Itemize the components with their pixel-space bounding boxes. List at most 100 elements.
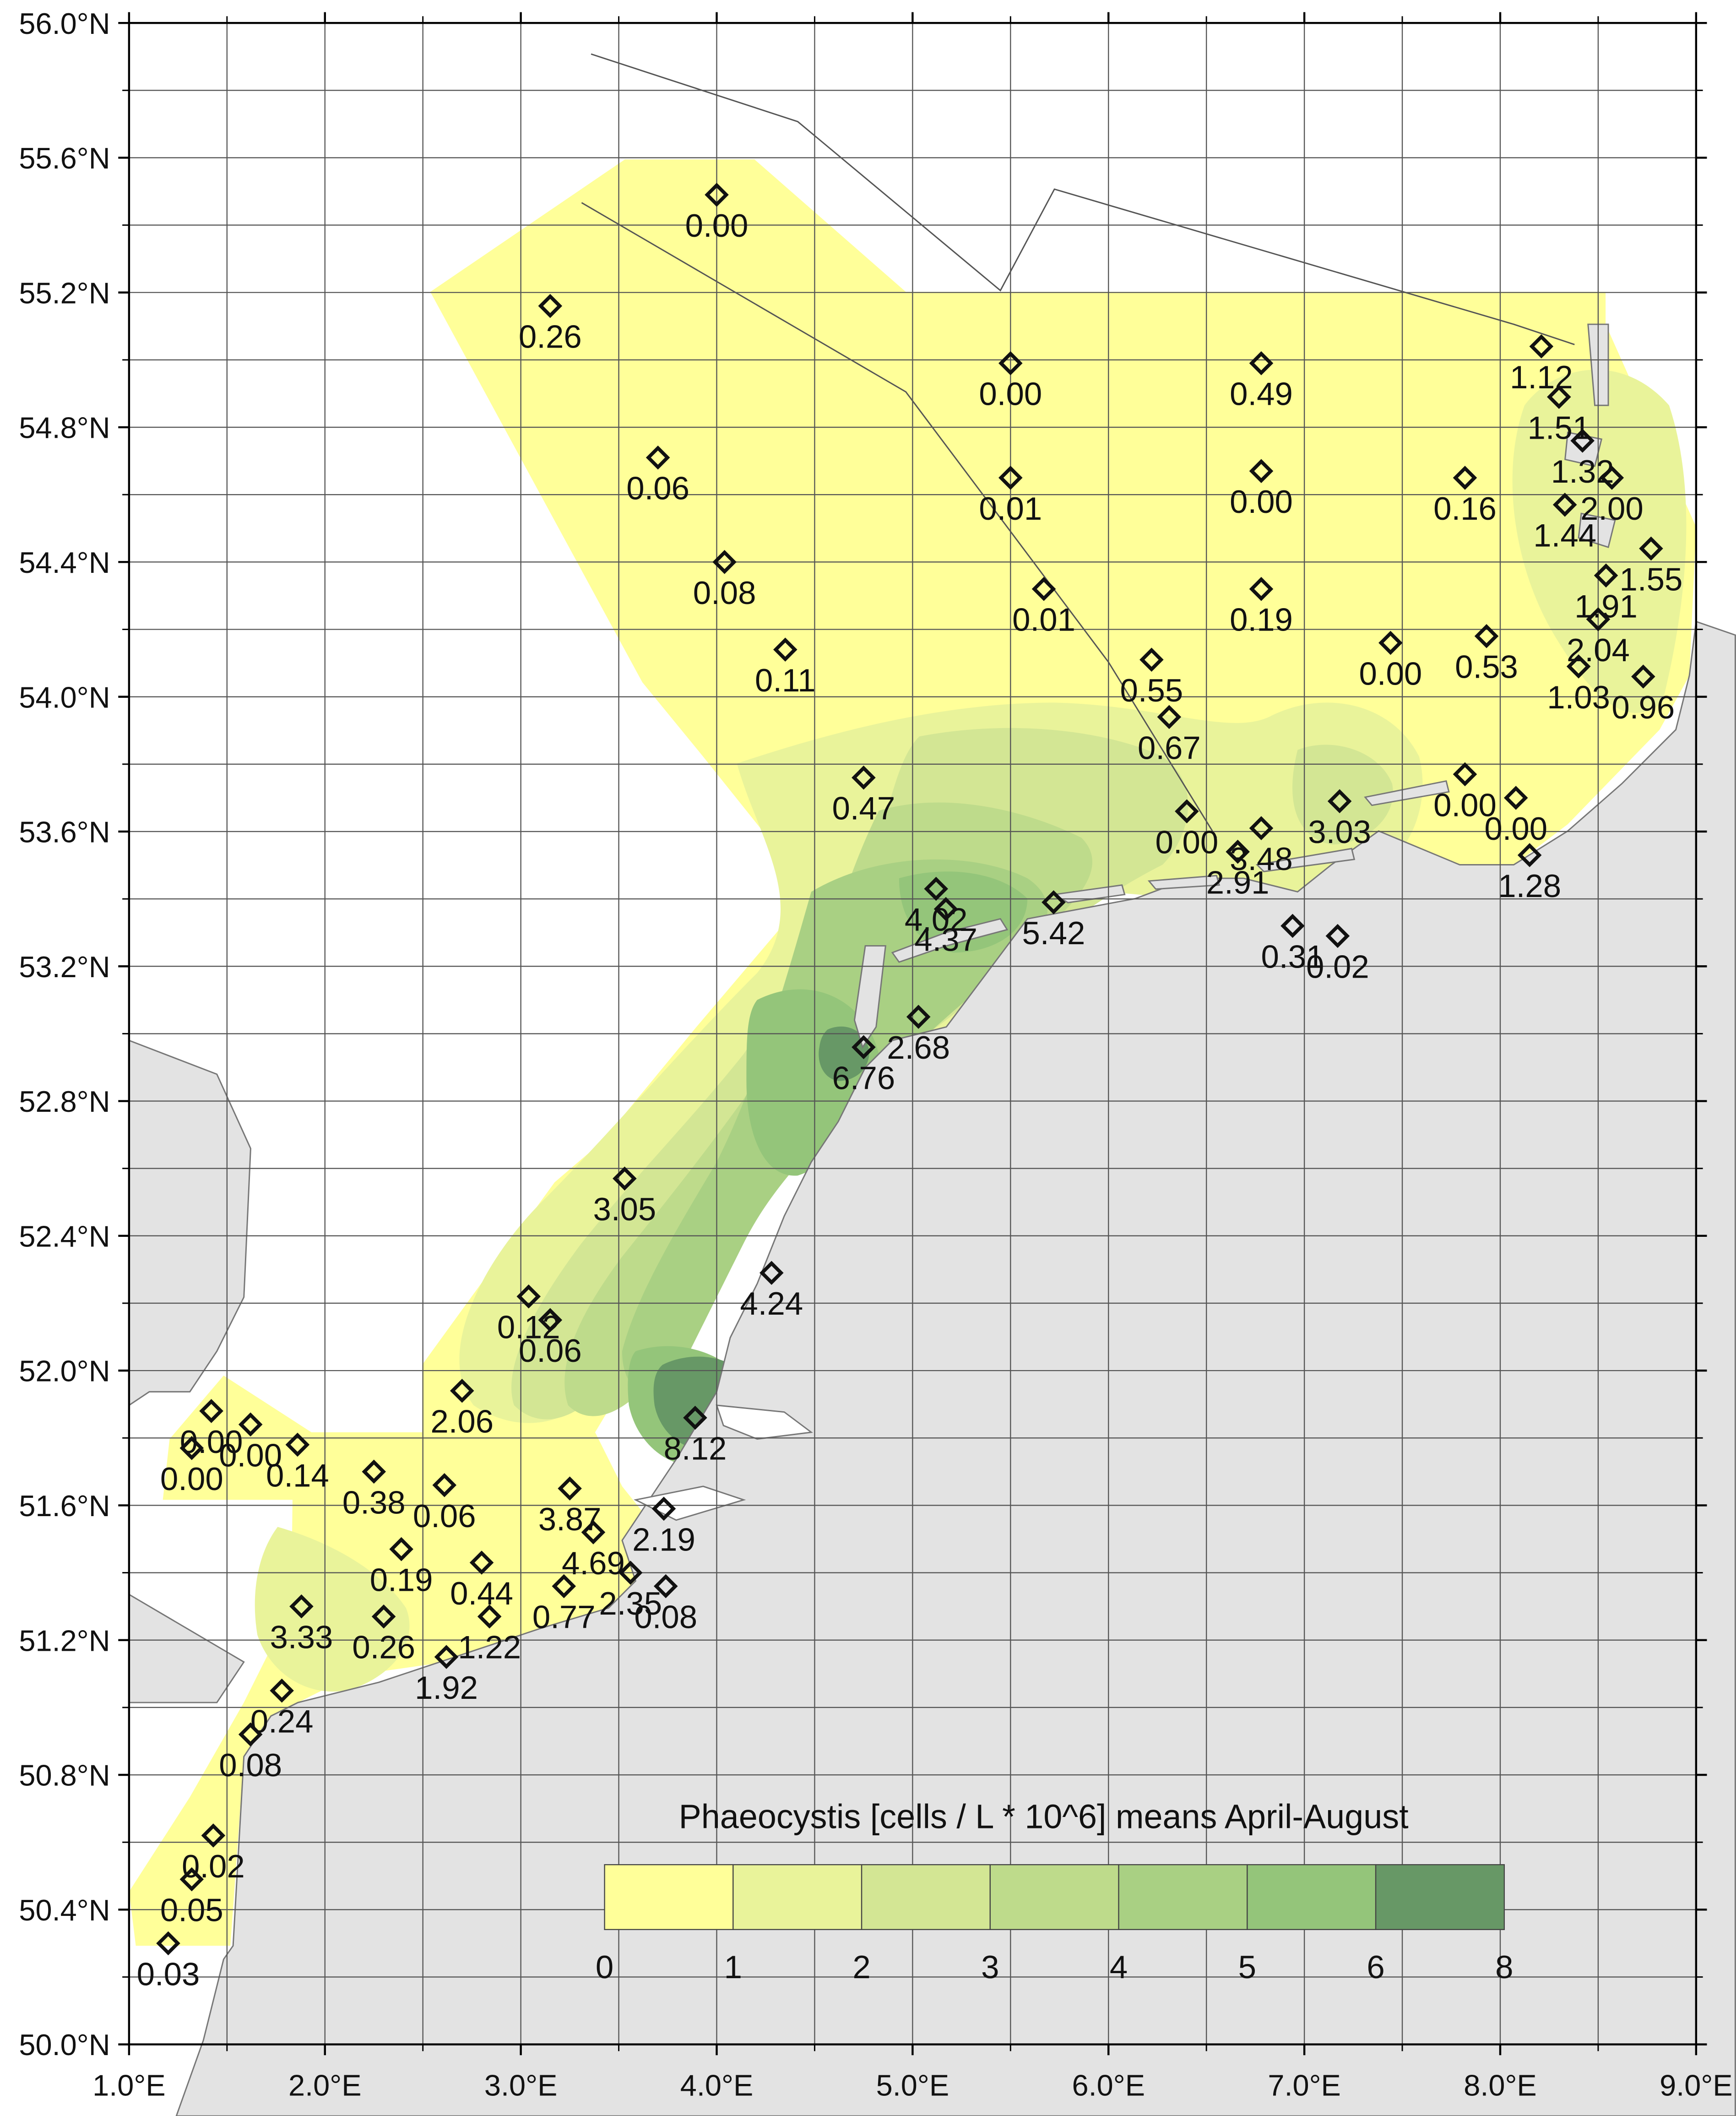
station-marker-icon bbox=[1157, 705, 1182, 729]
station: 0.05 bbox=[160, 1867, 223, 1929]
station: 0.06 bbox=[413, 1473, 476, 1534]
station: 0.00 bbox=[685, 183, 749, 244]
station-marker-icon bbox=[1600, 466, 1624, 490]
station-value: 0.03 bbox=[137, 1956, 200, 1992]
station-marker-icon bbox=[1453, 466, 1477, 490]
legend-tick-label: 6 bbox=[1367, 1949, 1384, 1985]
station-value: 0.08 bbox=[693, 575, 756, 611]
station-value: 0.00 bbox=[685, 208, 749, 244]
station-marker-icon bbox=[1474, 624, 1499, 648]
contour-band-4 bbox=[622, 859, 1047, 1393]
station-value: 3.03 bbox=[1308, 814, 1371, 850]
legend-swatch bbox=[1118, 1864, 1248, 1930]
station-marker-icon bbox=[998, 466, 1023, 490]
lat-label: 53.2°N bbox=[19, 950, 110, 984]
lon-label: 9.0°E bbox=[1660, 2069, 1732, 2102]
station-value: 1.03 bbox=[1547, 680, 1610, 716]
station-value: 0.00 bbox=[219, 1437, 282, 1474]
station-value: 0.77 bbox=[532, 1599, 596, 1635]
lat-label: 50.8°N bbox=[19, 1759, 110, 1792]
station-marker-icon bbox=[760, 1261, 784, 1285]
station-marker-icon bbox=[432, 1473, 457, 1497]
station: 0.02 bbox=[1306, 924, 1369, 985]
station-marker-icon bbox=[613, 1166, 637, 1191]
station: 0.01 bbox=[979, 466, 1042, 527]
station-value: 0.08 bbox=[634, 1599, 697, 1635]
plot-area: 0.000.260.00 0.49 1.121.510.060.01 0.00 0.16… bbox=[128, 23, 1736, 2116]
station: 0.00 bbox=[1433, 762, 1497, 823]
lon-label: 2.0°E bbox=[288, 2069, 361, 2102]
lon-label: 4.0°E bbox=[680, 2069, 753, 2102]
lat-label: 54.8°N bbox=[19, 411, 110, 445]
station-marker-icon bbox=[1226, 839, 1250, 864]
station: 0.08 bbox=[693, 550, 756, 611]
station-value: 1.44 bbox=[1533, 518, 1596, 554]
station-value: 0.01 bbox=[979, 491, 1042, 527]
station-marker-icon bbox=[469, 1550, 494, 1575]
station-marker-icon bbox=[270, 1678, 294, 1703]
texel-island bbox=[853, 945, 887, 1049]
station: 0.00 bbox=[219, 1412, 282, 1474]
station-marker-icon bbox=[773, 637, 797, 662]
station: 0.26 bbox=[352, 1604, 415, 1666]
station-marker-icon bbox=[371, 1604, 396, 1629]
legend-swatch bbox=[604, 1864, 734, 1930]
station-value: 0.00 bbox=[1433, 787, 1497, 823]
station-marker-icon bbox=[1325, 924, 1350, 948]
station-marker-icon bbox=[179, 1867, 204, 1892]
station-marker-icon bbox=[1547, 385, 1571, 409]
station-value: 0.14 bbox=[266, 1458, 329, 1494]
station: 0.01 bbox=[1012, 577, 1075, 638]
lon-label: 7.0°E bbox=[1268, 2069, 1340, 2102]
station: 0.26 bbox=[519, 294, 582, 355]
station: 2.19 bbox=[632, 1496, 695, 1558]
legend-tick-label: 8 bbox=[1495, 1949, 1513, 1985]
station: 0.96 bbox=[1611, 664, 1675, 726]
station-marker-icon bbox=[998, 351, 1023, 375]
station-marker-icon bbox=[1327, 789, 1352, 814]
lat-label: 52.0°N bbox=[19, 1354, 110, 1388]
netherlands-delta bbox=[633, 1404, 813, 1521]
station-marker-icon bbox=[1639, 536, 1663, 561]
station-value: 0.00 bbox=[1484, 811, 1547, 847]
station-marker-icon bbox=[1280, 914, 1305, 938]
station-value: 4.24 bbox=[740, 1286, 803, 1322]
graticule bbox=[129, 23, 1696, 2045]
lon-label: 1.0°E bbox=[92, 2069, 165, 2102]
station-marker-icon bbox=[705, 183, 729, 207]
station: 1.32 bbox=[1551, 429, 1614, 490]
station: 0.14 bbox=[266, 1432, 329, 1494]
station-value: 1.51 bbox=[1527, 410, 1590, 446]
station-value: 2.19 bbox=[632, 1522, 695, 1558]
legend-colorbar: 0 1 2 3 4 5 6 8 bbox=[596, 1864, 1514, 1985]
legend-tick-label: 0 bbox=[596, 1949, 613, 1985]
legend-swatch bbox=[861, 1864, 991, 1930]
lat-label: 53.6°N bbox=[19, 816, 110, 849]
station-value: 2.91 bbox=[1206, 865, 1269, 901]
station-value: 0.06 bbox=[519, 1333, 582, 1369]
station-value: 4.69 bbox=[562, 1545, 625, 1582]
station: 2.35 bbox=[599, 1561, 662, 1622]
station: 3.03 bbox=[1308, 789, 1371, 850]
station: 2.91 bbox=[1206, 839, 1269, 901]
lat-label: 54.0°N bbox=[19, 680, 110, 714]
station-marker-icon bbox=[1249, 577, 1274, 601]
station: 0.00 bbox=[1359, 631, 1422, 692]
station-marker-icon bbox=[1031, 577, 1056, 601]
land-mass bbox=[128, 323, 1736, 2116]
station-value: 0.26 bbox=[352, 1630, 415, 1666]
lon-label: 6.0°E bbox=[1072, 2069, 1145, 2102]
lat-label: 52.4°N bbox=[19, 1219, 110, 1253]
station: 0.02 bbox=[182, 1823, 245, 1885]
station-value: 0.96 bbox=[1611, 690, 1675, 726]
station-value: 0.19 bbox=[1230, 602, 1293, 638]
station: 0.00 bbox=[1484, 786, 1547, 847]
station-value: 0.05 bbox=[160, 1893, 223, 1929]
station-marker-icon bbox=[199, 1399, 223, 1423]
station-marker-icon bbox=[1139, 647, 1164, 672]
station-value: 0.02 bbox=[182, 1849, 245, 1885]
station-value: 0.08 bbox=[219, 1747, 282, 1784]
station-value: 0.02 bbox=[1306, 949, 1369, 985]
station-marker-icon bbox=[477, 1604, 502, 1629]
station-marker-icon bbox=[1042, 890, 1066, 914]
